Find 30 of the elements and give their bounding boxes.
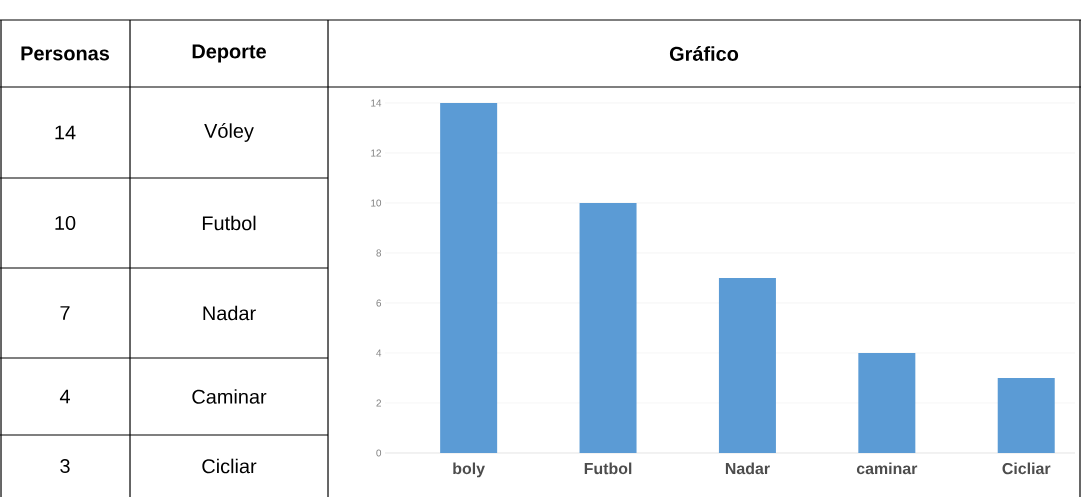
x-tick-label: caminar [856,462,918,475]
x-tick-label: Nadar [725,462,770,475]
y-tick-label: 14 [371,99,382,107]
bar [579,202,637,453]
y-tick-label: 12 [371,149,381,157]
text: 3 [60,458,70,474]
text: 14 [55,125,76,140]
y-tick-label: 0 [376,449,382,457]
text: Vóley [204,123,254,142]
x-tick-label: boly [453,462,485,478]
x-tick-label: Futbol [584,462,632,475]
y-tick-label: 2 [376,399,381,407]
chart-title: Gráfico [669,46,739,61]
x-tick-label: Cicliar [1002,462,1051,475]
text: 4 [59,389,70,404]
text: 7 [60,306,70,320]
bar [718,277,776,453]
text: Caminar [192,389,267,404]
text: Nadar [203,305,256,321]
bar [997,377,1055,453]
y-tick-label: 6 [376,299,382,307]
text: Deporte [192,44,266,63]
text: Futbol [202,215,256,231]
text: 10 [55,215,76,231]
y-tick-label: 8 [376,249,382,257]
bar [858,352,916,453]
text: Personas [21,46,110,61]
bar [440,102,498,453]
y-tick-label: 10 [371,199,382,207]
y-tick-label: 4 [376,349,382,357]
